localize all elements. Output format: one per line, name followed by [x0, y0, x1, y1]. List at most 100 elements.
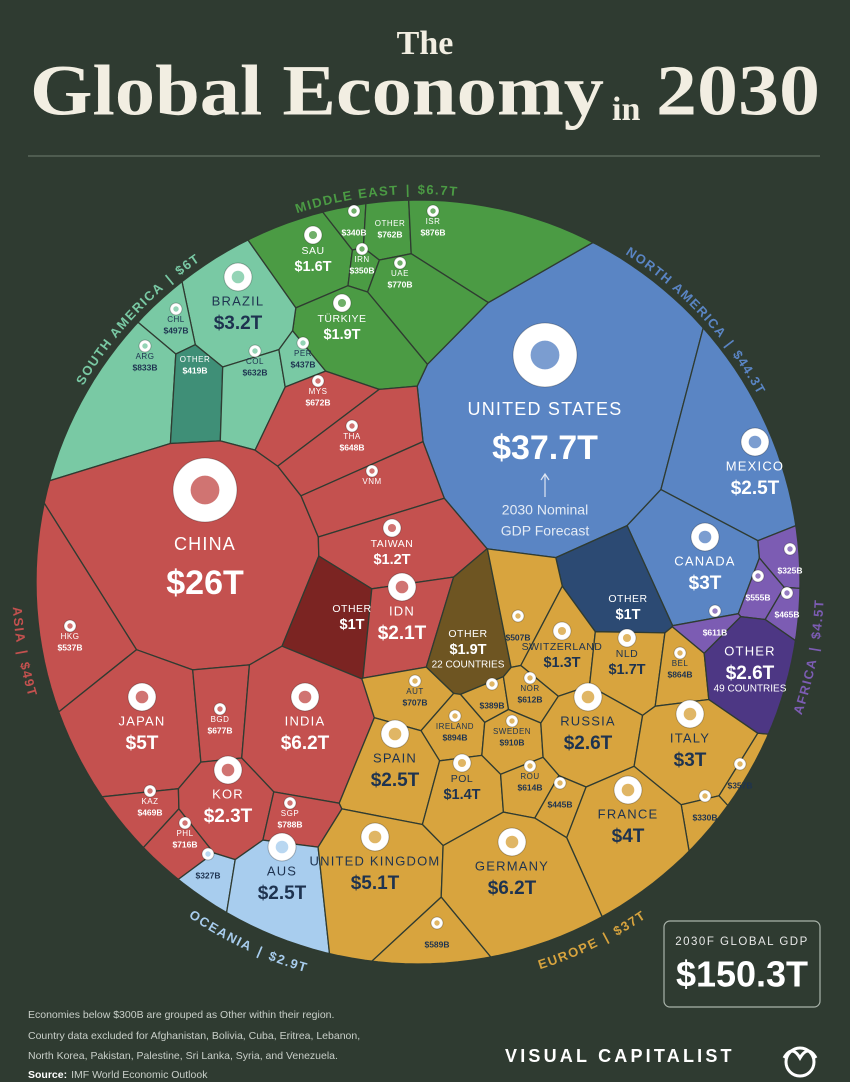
title-prefix: The: [397, 25, 454, 62]
country-value: $770B: [387, 279, 412, 289]
country-name: MEXICO: [726, 458, 784, 473]
region-separator: |: [15, 649, 31, 657]
country-cell: [764, 586, 801, 642]
flag-center: [489, 681, 495, 687]
country-value: $3T: [689, 573, 722, 594]
country-value: $340B: [341, 227, 366, 237]
note: Economies below $300B are grouped as Oth…: [28, 1009, 334, 1021]
flag-center: [530, 340, 560, 370]
country-cell: [660, 326, 797, 542]
country-value: $612B: [517, 694, 542, 704]
country-name: INDIA: [285, 713, 326, 728]
country-name: OTHER: [180, 355, 211, 364]
global-box: [663, 920, 821, 1008]
country-value: $327B: [195, 870, 220, 880]
country-cell: [703, 616, 797, 735]
country-name: NOR: [520, 684, 539, 693]
country-value: $1.4T: [443, 787, 480, 803]
country-name: ROU: [520, 772, 539, 781]
country-cell: [440, 811, 603, 958]
flag-center: [581, 690, 595, 704]
country-value: $677B: [207, 725, 232, 735]
region-value: $37T: [611, 908, 649, 940]
country-value: $507B: [505, 632, 530, 642]
flag-center: [231, 270, 245, 284]
country-name: ARG: [136, 352, 155, 361]
country-name: AUS: [267, 863, 297, 878]
country-value: $2.6T: [564, 733, 613, 754]
country-value: $26T: [166, 564, 244, 602]
region-separator: |: [807, 645, 823, 653]
flag-center: [182, 820, 188, 826]
country-name: RUSSIA: [560, 713, 616, 728]
country-value: $389B: [479, 700, 504, 710]
flag-center: [388, 727, 402, 741]
country-name: THA: [343, 432, 361, 441]
country-name: BEL: [672, 659, 689, 668]
flag-center: [395, 580, 409, 594]
flag-center: [452, 713, 458, 719]
country-name: TÜRKIYE: [317, 313, 366, 325]
country-name: SAU: [301, 245, 324, 257]
country-name: FRANCE: [598, 806, 659, 821]
country-value: $1.2T: [373, 552, 410, 568]
country-name: COL: [246, 357, 264, 366]
country-cell: [254, 370, 381, 467]
country-name: OTHER: [375, 219, 406, 228]
flag-center: [698, 530, 712, 544]
country-value: $2.5T: [731, 478, 780, 499]
region-value: $49T: [17, 661, 40, 699]
source-line: Source: IMF World Economic Outlook: [28, 1069, 208, 1081]
country-value: $1.6T: [294, 259, 331, 275]
country-value: $611B: [703, 627, 728, 637]
country-cell: [177, 852, 236, 914]
country-value: $1.9T: [323, 327, 360, 343]
country-name: PER: [294, 349, 312, 358]
country-value: $2.1T: [378, 623, 427, 644]
country-value: $632B: [242, 367, 267, 377]
country-sublabel: 22 COUNTRIES: [432, 660, 505, 671]
region-value: $4.5T: [808, 598, 827, 640]
region-value: $6.7T: [418, 182, 460, 199]
flag-center: [387, 523, 397, 533]
title-main: Global Economy: [30, 51, 604, 131]
country-cell: [48, 321, 177, 482]
country-value: $5T: [126, 733, 159, 754]
flag-center: [755, 573, 761, 579]
country-name: BRAZIL: [212, 293, 265, 308]
country-name: AUT: [406, 687, 424, 696]
country-name: JAPAN: [119, 713, 166, 728]
country-name: TAIWAN: [371, 538, 414, 550]
country-cell: [565, 765, 690, 918]
country-name: OTHER: [608, 593, 647, 605]
flag-center: [412, 678, 418, 684]
country-value: $2.3T: [204, 806, 253, 827]
flag-center: [351, 208, 357, 214]
region-separator: |: [255, 944, 266, 960]
flag-center: [369, 468, 375, 474]
flag-center: [622, 633, 632, 643]
country-value: $555B: [745, 592, 770, 602]
flag-center: [712, 608, 718, 614]
country-name: GERMANY: [475, 858, 549, 873]
cells: [35, 199, 801, 965]
country-value: $330B: [692, 812, 717, 822]
country-value: $3.2T: [214, 313, 263, 334]
flag-center: [515, 613, 521, 619]
country-value: $6.2T: [281, 733, 330, 754]
country-value: $5.1T: [351, 873, 400, 894]
country-name: CHL: [167, 315, 185, 324]
annotation: GDP Forecast: [501, 523, 590, 539]
country-value: $6.2T: [488, 878, 537, 899]
country-name: NLD: [616, 648, 639, 660]
country-name: KAZ: [141, 797, 158, 806]
country-name: ISR: [426, 217, 441, 226]
country-name: OTHER: [332, 603, 371, 615]
flag-center: [300, 340, 306, 346]
country-name: POL: [451, 773, 474, 785]
flag-center: [677, 650, 683, 656]
title-joiner: in: [612, 91, 640, 128]
flag-center: [457, 758, 467, 768]
country-name: UNITED KINGDOM: [310, 853, 441, 868]
